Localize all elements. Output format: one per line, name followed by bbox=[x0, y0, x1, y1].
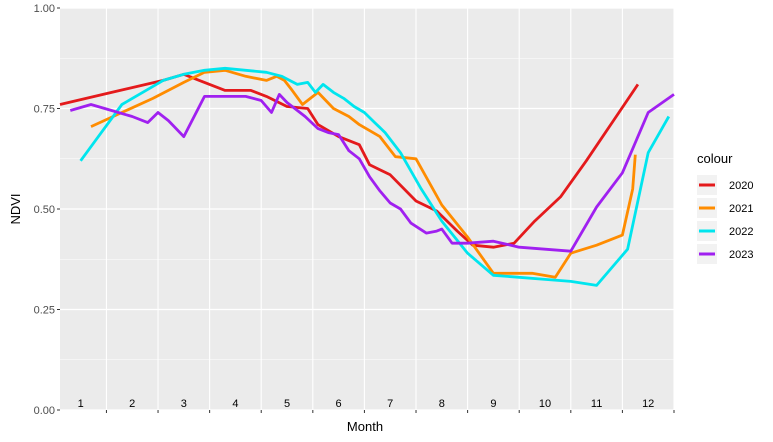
legend: colour 2020 2021 2022 2023 bbox=[697, 151, 753, 264]
month-label: 12 bbox=[642, 398, 654, 410]
y-tick-label: 0.25 bbox=[34, 305, 55, 317]
x-axis: 1 2 3 4 5 6 7 8 9 10 11 12 bbox=[78, 398, 675, 413]
major-gridlines bbox=[60, 7, 675, 411]
month-label: 3 bbox=[181, 398, 187, 410]
month-label: 11 bbox=[591, 398, 602, 410]
legend-label-2020: 2020 bbox=[729, 180, 753, 192]
series-line-2020 bbox=[59, 72, 640, 249]
month-label: 8 bbox=[439, 398, 445, 410]
x-axis-title: Month bbox=[347, 419, 383, 434]
legend-label-2021: 2021 bbox=[729, 203, 753, 215]
legend-label-2023: 2023 bbox=[729, 249, 753, 261]
y-axis-title: NDVI bbox=[8, 193, 23, 224]
y-tick-label: 0.75 bbox=[34, 104, 55, 116]
month-label: 10 bbox=[539, 398, 551, 410]
series-line-2022 bbox=[79, 66, 671, 287]
month-label: 2 bbox=[129, 398, 135, 410]
month-label: 1 bbox=[78, 398, 84, 410]
series-line-2023 bbox=[69, 93, 675, 253]
series-lines bbox=[59, 66, 675, 287]
month-label: 6 bbox=[336, 398, 342, 410]
month-label: 5 bbox=[284, 398, 290, 410]
y-tick-label: 0.00 bbox=[34, 405, 55, 417]
legend-label-2022: 2022 bbox=[729, 226, 753, 238]
month-label: 4 bbox=[232, 398, 238, 410]
series-line-2021 bbox=[90, 68, 637, 279]
legend-title: colour bbox=[697, 151, 733, 166]
month-label: 9 bbox=[490, 398, 496, 410]
month-label: 7 bbox=[387, 398, 393, 410]
y-tick-label: 1.00 bbox=[34, 3, 55, 15]
y-axis: 0.00 0.25 0.50 0.75 1.00 bbox=[34, 3, 60, 417]
y-tick-label: 0.50 bbox=[34, 204, 55, 216]
